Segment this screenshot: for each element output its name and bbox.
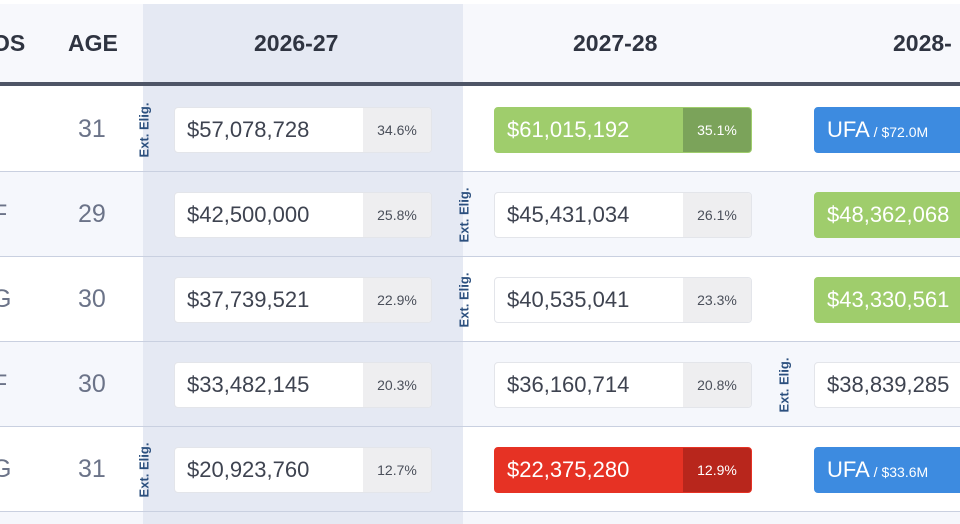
cap-percent: 22.9%	[363, 278, 431, 322]
cap-amount: $61,015,192	[507, 117, 630, 142]
cap-amount: $36,160,714	[507, 372, 630, 397]
ext-elig-label: Ext. Elig.	[456, 187, 472, 242]
header-season-1[interactable]: 2026-27	[254, 30, 339, 56]
cap-cell[interactable]: $42,500,000 25.8%	[174, 192, 432, 238]
cap-amount: $40,535,041	[507, 287, 630, 312]
cap-cell[interactable]: $45,431,034 26.1%	[494, 192, 752, 238]
table-row[interactable]: G 31 Ext. Elig. $20,923,760 12.7% $22,37…	[0, 427, 960, 512]
age-cell: 31	[78, 455, 106, 483]
table-row-partial	[0, 512, 960, 524]
age-cell: 31	[78, 115, 106, 143]
ufa-cell[interactable]: UFA / $33.6M	[814, 447, 960, 493]
cap-cell[interactable]: $40,535,041 23.3%	[494, 277, 752, 323]
cap-cell[interactable]: $33,482,145 20.3%	[174, 362, 432, 408]
cap-cell[interactable]: $22,375,280 12.9%	[494, 447, 752, 493]
cap-amount: $57,078,728	[187, 117, 310, 142]
cap-cell[interactable]: $36,160,714 20.8%	[494, 362, 752, 408]
pos-cell: F	[0, 342, 7, 427]
table-row[interactable]: F 29 Ext. Elig. $42,500,000 25.8% $45,43…	[0, 172, 960, 257]
cap-cell[interactable]: $61,015,192 35.1%	[494, 107, 752, 153]
ufa-value: / $33.6M	[869, 464, 929, 480]
cap-amount: $33,482,145	[187, 372, 310, 397]
header-season-2[interactable]: 2027-28	[573, 30, 658, 56]
ext-elig-label: Ext. Elig.	[456, 272, 472, 327]
cap-percent: 23.3%	[683, 278, 751, 322]
cap-cell[interactable]: $37,739,521 22.9%	[174, 277, 432, 323]
header-pos[interactable]: OS	[0, 30, 26, 56]
cap-amount: $45,431,034	[507, 202, 630, 227]
cap-cell[interactable]: $57,078,728 34.6%	[174, 107, 432, 153]
table-row[interactable]: G 30 Ext. Elig. $37,739,521 22.9% $40,53…	[0, 257, 960, 342]
ext-elig-label: Ext. Elig.	[136, 102, 152, 157]
header-rule	[0, 82, 960, 86]
age-cell: 30	[78, 285, 106, 313]
cap-cell[interactable]: $38,839,285	[814, 362, 960, 408]
cap-percent: 26.1%	[683, 193, 751, 237]
pos-cell: G	[0, 455, 12, 483]
header-age[interactable]: AGE	[68, 30, 118, 56]
cap-amount: $20,923,760	[187, 457, 310, 482]
cap-cell[interactable]: $43,330,561	[814, 277, 960, 323]
cap-amount: $48,362,068	[827, 202, 950, 227]
age-cell: 30	[78, 370, 106, 398]
cap-percent: 34.6%	[363, 108, 431, 152]
cap-percent: 20.3%	[363, 363, 431, 407]
cap-percent: 25.8%	[363, 193, 431, 237]
ufa-value: / $72.0M	[869, 124, 929, 140]
ufa-cell[interactable]: UFA / $72.0M	[814, 107, 960, 153]
cap-amount: $37,739,521	[187, 287, 310, 312]
cap-percent: 35.1%	[683, 108, 751, 152]
pos-cell: G	[0, 285, 12, 313]
table-row[interactable]: F 30 Ext. Elig. $33,482,145 20.3% $36,16…	[0, 342, 960, 427]
table-row[interactable]: 31 Ext. Elig. $57,078,728 34.6% $61,015,…	[0, 87, 960, 172]
age-cell: 29	[78, 200, 106, 228]
cap-cell[interactable]: $20,923,760 12.7%	[174, 447, 432, 493]
ext-elig-label: Ext. Elig.	[136, 442, 152, 497]
cap-amount: $22,375,280	[507, 457, 630, 482]
ext-elig-label: Ext. Elig.	[776, 357, 792, 412]
cap-cell[interactable]: $48,362,068	[814, 192, 960, 238]
cap-amount: $43,330,561	[827, 287, 950, 312]
cap-percent: 12.7%	[363, 448, 431, 492]
ufa-label: UFA	[827, 457, 870, 482]
table-header: OS AGE 2026-27 2027-28 2028-	[0, 0, 960, 86]
cap-amount: $42,500,000	[187, 202, 310, 227]
ufa-label: UFA	[827, 117, 870, 142]
header-season-3[interactable]: 2028-	[893, 30, 952, 56]
cap-amount: $38,839,285	[827, 372, 950, 397]
cap-percent: 20.8%	[683, 363, 751, 407]
cap-percent: 12.9%	[683, 448, 751, 492]
pos-cell: F	[0, 172, 7, 257]
